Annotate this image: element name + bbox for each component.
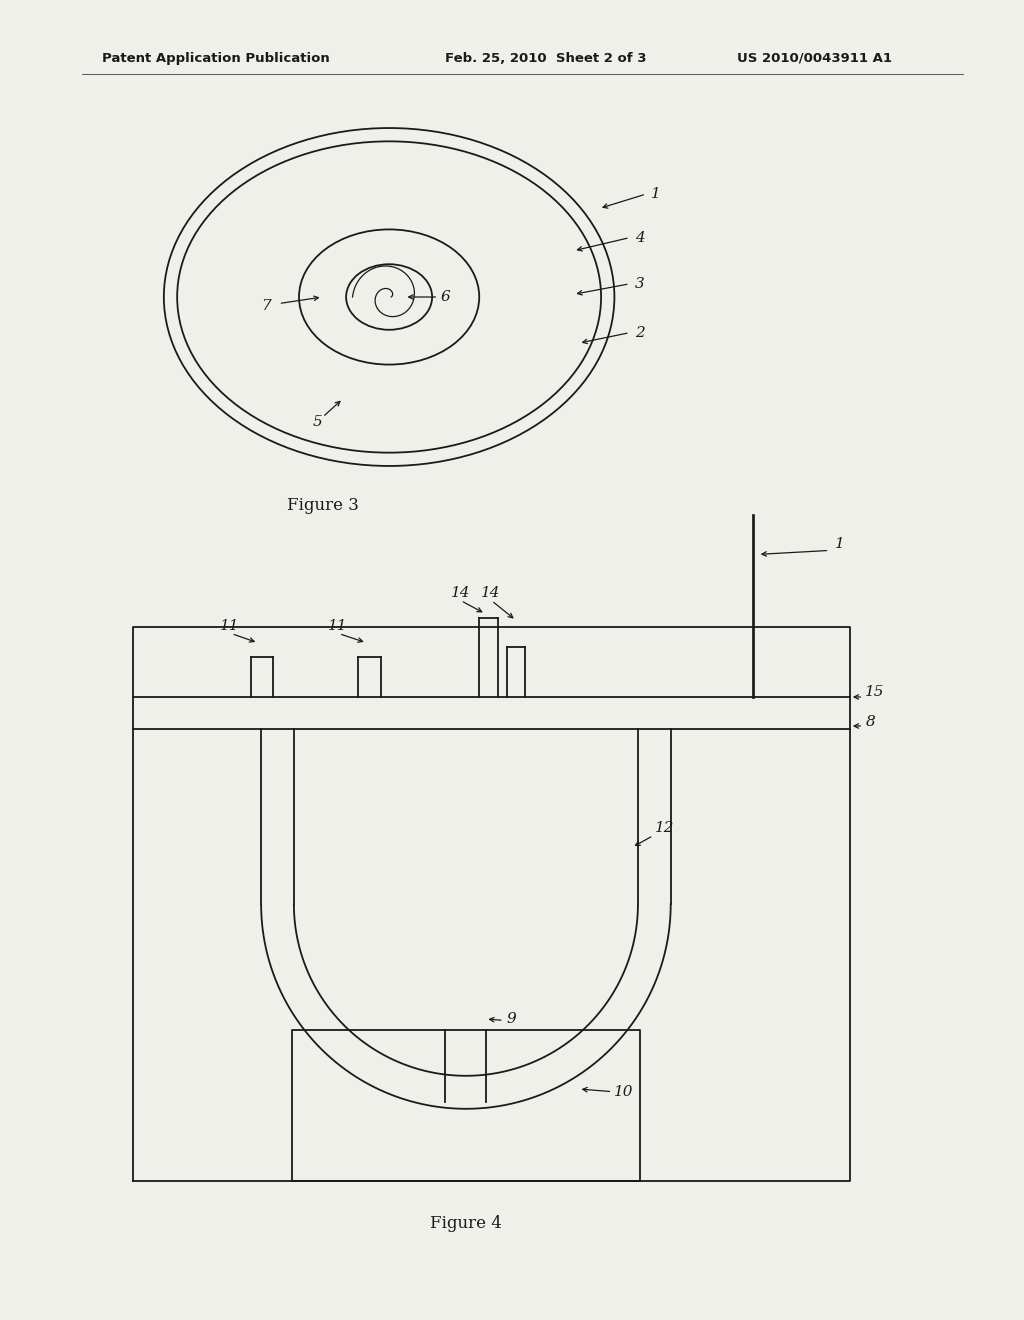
Text: 11: 11 [328, 619, 347, 632]
Text: Figure 3: Figure 3 [287, 496, 358, 513]
Text: 14: 14 [481, 586, 501, 599]
Text: Patent Application Publication: Patent Application Publication [102, 51, 330, 65]
Text: 9: 9 [507, 1012, 517, 1026]
Text: 4: 4 [635, 231, 645, 244]
Text: Figure 4: Figure 4 [430, 1214, 502, 1232]
Text: 15: 15 [865, 685, 885, 698]
Text: 1: 1 [835, 537, 845, 550]
Text: 10: 10 [614, 1085, 634, 1098]
Text: 3: 3 [635, 277, 645, 290]
Text: 7: 7 [261, 300, 271, 313]
Text: 2: 2 [635, 326, 645, 339]
Text: 14: 14 [451, 586, 470, 599]
Text: Feb. 25, 2010  Sheet 2 of 3: Feb. 25, 2010 Sheet 2 of 3 [445, 51, 647, 65]
Text: 8: 8 [865, 715, 876, 729]
Text: 11: 11 [220, 619, 240, 632]
Text: US 2010/0043911 A1: US 2010/0043911 A1 [737, 51, 892, 65]
Text: 1: 1 [651, 187, 662, 201]
Text: 6: 6 [440, 290, 451, 304]
Text: 12: 12 [655, 821, 675, 834]
Text: 5: 5 [312, 416, 323, 429]
